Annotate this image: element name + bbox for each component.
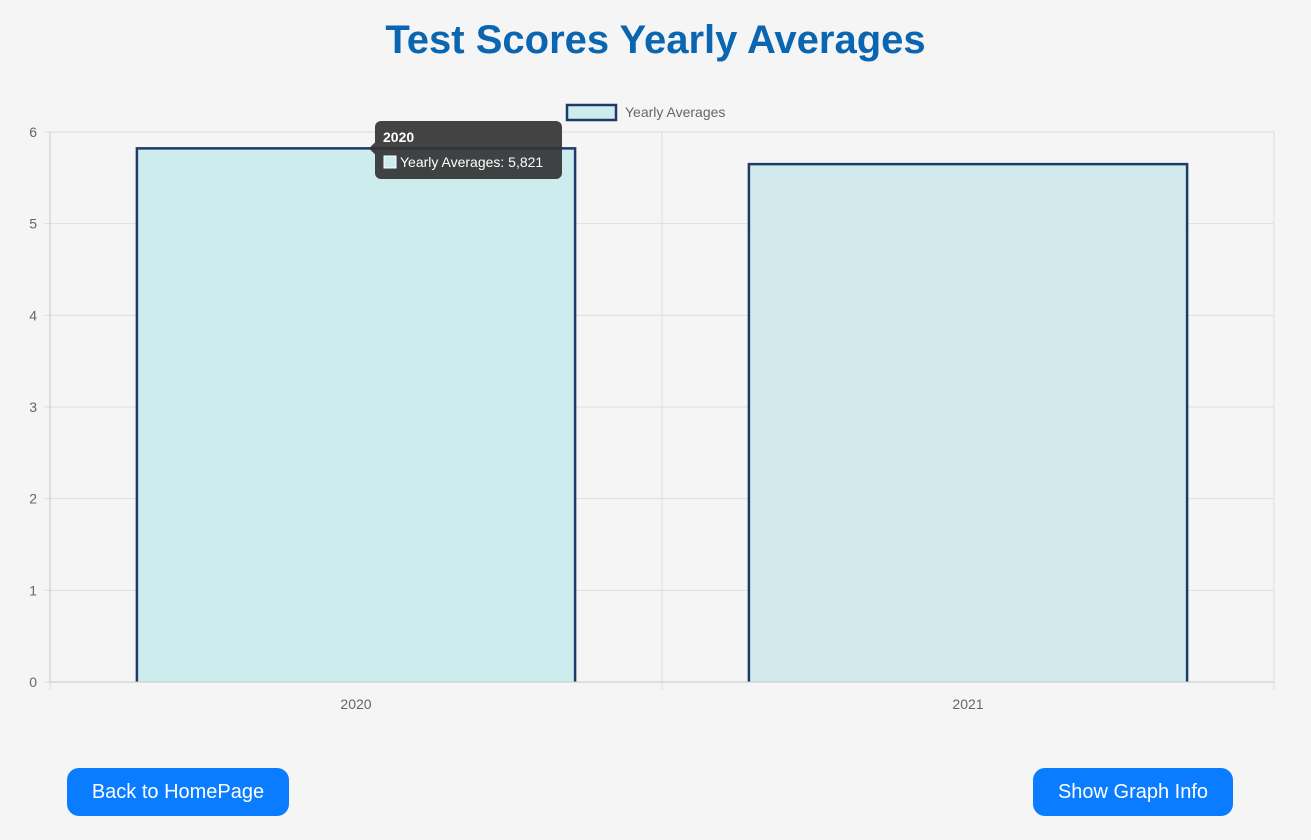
- tooltip-title: 2020: [383, 129, 414, 145]
- page-title: Test Scores Yearly Averages: [385, 18, 926, 62]
- x-tick-label: 2021: [952, 696, 983, 712]
- y-tick-label: 0: [29, 674, 37, 690]
- tooltip-label: Yearly Averages: 5,821: [400, 154, 543, 170]
- bar-border-2020: [135, 147, 577, 682]
- bar-2020: [136, 148, 576, 682]
- bar-2021: [748, 164, 1188, 682]
- y-tick-label: 5: [29, 216, 37, 232]
- y-tick-label: 3: [29, 399, 37, 415]
- tooltip-box: [375, 121, 562, 179]
- show-graph-info-button[interactable]: Show Graph Info: [1033, 768, 1233, 816]
- bar-chart: 0 1 2 3 4 5 6 2020 2021 Yearly Averages 2020 Year…: [29, 103, 1275, 712]
- y-tick-label: 1: [29, 582, 37, 598]
- legend-label: Yearly Averages: [625, 104, 725, 120]
- back-to-homepage-button[interactable]: Back to HomePage: [67, 768, 289, 816]
- x-tick-label: 2020: [340, 696, 371, 712]
- tooltip-swatch: [383, 155, 397, 169]
- legend-swatch: [565, 103, 618, 122]
- tooltip-caret: [369, 142, 375, 155]
- bar-border-2021: [747, 162, 1189, 682]
- y-tick-label: 4: [29, 307, 37, 323]
- y-tick-label: 2: [29, 491, 37, 507]
- y-tick-label: 6: [29, 124, 37, 140]
